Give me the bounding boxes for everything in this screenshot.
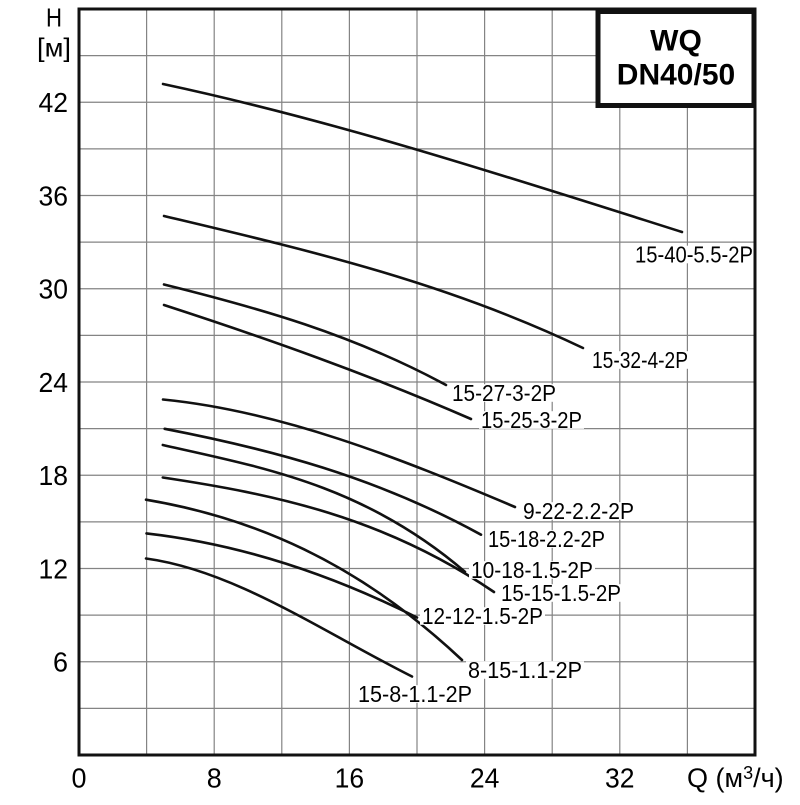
svg-text:15-27-3-2P: 15-27-3-2P	[452, 380, 556, 406]
svg-text:24: 24	[470, 763, 500, 794]
svg-text:6: 6	[53, 647, 68, 678]
svg-text:15-8-1.1-2P: 15-8-1.1-2P	[358, 681, 472, 707]
svg-text:DN40/50: DN40/50	[617, 59, 735, 92]
svg-text:8: 8	[207, 763, 222, 794]
svg-text:15-32-4-2P: 15-32-4-2P	[592, 347, 688, 373]
svg-text:30: 30	[39, 274, 69, 305]
svg-text:36: 36	[39, 180, 69, 211]
svg-text:[м]: [м]	[37, 33, 71, 63]
svg-text:18: 18	[39, 460, 69, 491]
svg-text:H: H	[46, 3, 62, 33]
svg-text:15-15-1.5-2P: 15-15-1.5-2P	[501, 580, 621, 606]
svg-text:15-18-2.2-2P: 15-18-2.2-2P	[488, 526, 605, 552]
svg-text:12: 12	[39, 553, 69, 584]
svg-text:WQ: WQ	[650, 25, 702, 58]
svg-text:Q (м3/ч): Q (м3/ч)	[687, 763, 784, 793]
svg-text:24: 24	[39, 367, 69, 398]
svg-text:9-22-2.2-2P: 9-22-2.2-2P	[523, 498, 634, 524]
svg-text:16: 16	[335, 763, 365, 794]
svg-text:15-40-5.5-2P: 15-40-5.5-2P	[635, 242, 753, 268]
svg-text:0: 0	[72, 763, 87, 794]
svg-text:12-12-1.5-2P: 12-12-1.5-2P	[422, 603, 543, 629]
svg-text:32: 32	[605, 763, 635, 794]
svg-text:10-18-1.5-2P: 10-18-1.5-2P	[471, 557, 593, 583]
svg-text:15-25-3-2P: 15-25-3-2P	[481, 407, 582, 433]
svg-text:8-15-1.1-2P: 8-15-1.1-2P	[468, 657, 582, 683]
svg-text:42: 42	[39, 87, 69, 118]
